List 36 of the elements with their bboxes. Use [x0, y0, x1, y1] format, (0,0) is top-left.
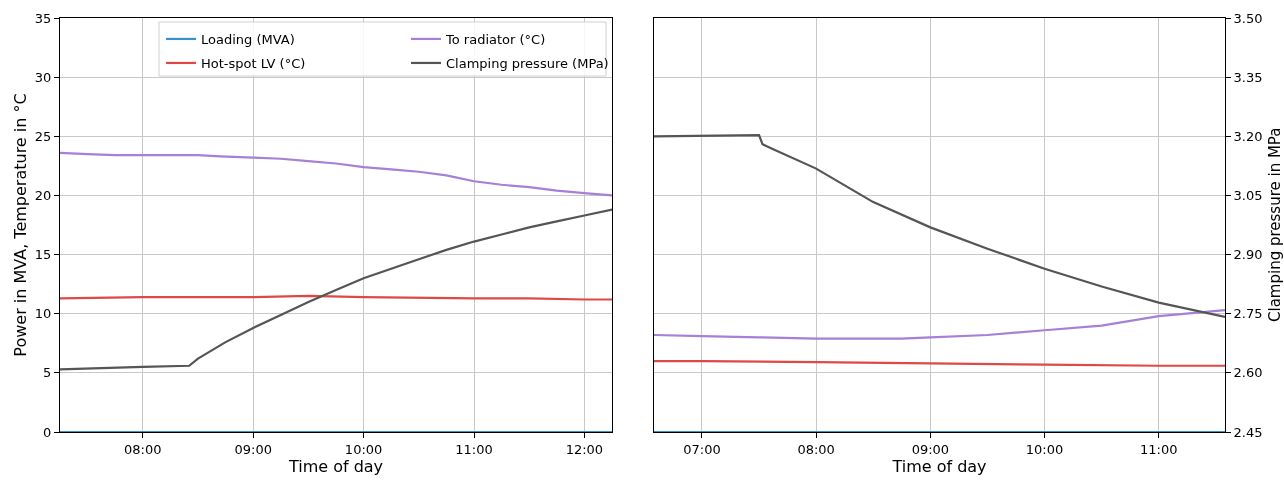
y2-tick-label: 2.60: [1233, 365, 1263, 381]
y-tick-label: 5: [43, 365, 52, 381]
y2-tick-label: 2.90: [1233, 247, 1263, 263]
y2-axis-title: Clamping pressure in MPa: [1266, 127, 1284, 322]
line-series: [654, 134, 1225, 318]
y-axis-title: Power in MVA, Temperature in °C: [10, 93, 30, 357]
legend-label: Hot-spot LV (°C): [201, 56, 306, 72]
x-tick-label: 12:00: [565, 441, 604, 457]
y-tick-label: 35: [34, 10, 52, 26]
legend-label: Loading (MVA): [201, 32, 295, 48]
x-axis-title: Time of day: [891, 456, 987, 476]
y2-tick-label: 3.35: [1233, 69, 1263, 85]
y-tick-label: 0: [43, 424, 52, 440]
x-tick-label: 09:00: [234, 441, 272, 457]
y2-tick-label: 3.50: [1233, 10, 1263, 26]
x-tick-label: 10:00: [344, 441, 383, 457]
x-tick-label: 07:00: [683, 441, 721, 457]
y-tick-label: 30: [34, 69, 52, 85]
y2-tick-label: 3.05: [1233, 187, 1263, 203]
x-tick-label: 11:00: [455, 441, 493, 457]
x-axis-title: Time of day: [287, 456, 384, 476]
x-tick-label: 08:00: [124, 441, 162, 457]
y2-tick-label: 3.20: [1233, 128, 1263, 144]
x-tick-label: 11:00: [1140, 441, 1178, 457]
line-series: [60, 151, 612, 197]
y-tick-label: 25: [34, 128, 52, 144]
x-tick-label: 09:00: [911, 441, 950, 457]
y2-tick-label: 2.75: [1233, 306, 1263, 322]
legend-label: To radiator (°C): [445, 32, 546, 48]
y-tick-label: 20: [34, 187, 52, 203]
y-tick-label: 15: [34, 247, 52, 263]
y-tick-label: 10: [34, 306, 52, 322]
x-tick-label: 10:00: [1025, 441, 1064, 457]
x-tick-label: 08:00: [797, 441, 835, 457]
y2-tick-label: 2.45: [1233, 424, 1263, 440]
legend-label: Clamping pressure (MPa): [446, 56, 609, 72]
